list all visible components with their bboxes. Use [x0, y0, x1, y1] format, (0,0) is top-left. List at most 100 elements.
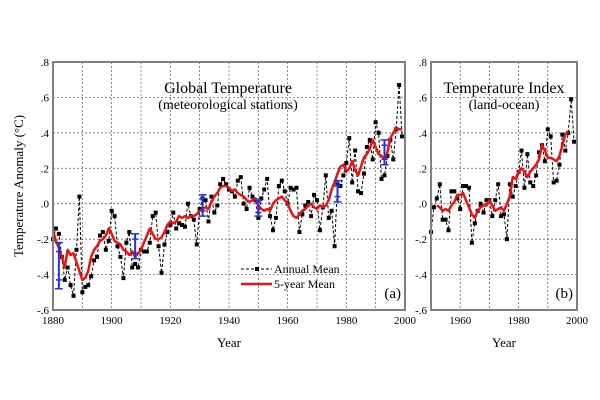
x-tick-label: 2000 — [566, 315, 589, 327]
error-bar — [380, 139, 389, 166]
annual-mean-point — [156, 244, 161, 249]
gridlines-a — [53, 62, 405, 310]
panel-a: -.6 -.4 -.2 .0 .2 .4 .6 .8 1880 1900 1920 1940 1960 1… — [11, 57, 417, 350]
five-year-mean-line — [436, 130, 570, 220]
y-tick-label: -.2 — [37, 234, 49, 246]
annual-mean-point — [367, 137, 372, 142]
annual-mean-point — [569, 97, 574, 102]
annual-mean-point — [153, 210, 158, 215]
annual-mean-point — [510, 194, 515, 199]
annual-mean-point — [303, 203, 308, 208]
panel-label-b: (b) — [556, 286, 574, 302]
y-tick-label: -.4 — [37, 270, 49, 282]
annual-mean-point — [493, 198, 498, 203]
y-tick-label: .2 — [419, 163, 427, 175]
x-tick-label: 1900 — [101, 315, 124, 327]
y-tick-label: -.4 — [415, 270, 427, 282]
annual-mean-point — [68, 283, 73, 288]
annual-mean-point — [271, 228, 275, 233]
annual-mean-point — [469, 240, 474, 245]
error-bar — [333, 179, 342, 203]
annual-mean-point — [443, 217, 448, 222]
y-tick-label: .0 — [419, 199, 428, 211]
annual-mean-point — [341, 173, 346, 178]
annual-mean-point — [557, 162, 562, 167]
annual-mean-point — [315, 198, 319, 203]
annual-mean-point — [168, 222, 173, 227]
annual-mean-point — [466, 185, 471, 190]
annual-mean-point — [147, 240, 152, 245]
x-tick-label: 1880 — [42, 315, 65, 327]
x-tick-label: 2000 — [394, 315, 417, 327]
annual-mean-point — [437, 182, 442, 187]
panel-b: -.6 -.4 -.2 .0 .2 .4 .6 .8 1960 1980 2000 Temperat… — [415, 57, 588, 350]
annual-mean-point — [490, 214, 495, 219]
annual-mean-point — [504, 237, 509, 242]
annual-mean-point — [294, 185, 299, 190]
annual-mean-point — [103, 247, 108, 252]
annual-mean-point — [127, 230, 132, 235]
annual-mean-point — [74, 247, 79, 252]
annual-mean-point — [478, 201, 483, 206]
x-tick-label: 1980 — [335, 315, 358, 327]
annual-mean-point — [279, 178, 284, 183]
annual-mean-point — [309, 214, 314, 219]
annual-mean-point — [391, 157, 396, 162]
annual-mean-point — [297, 230, 302, 235]
annual-mean-point — [329, 208, 334, 213]
annual-mean-point — [531, 184, 536, 188]
annual-mean-point — [551, 180, 556, 185]
annual-mean-point — [353, 148, 358, 153]
y-tick-label: .6 — [41, 92, 50, 104]
annual-mean-point — [282, 189, 287, 194]
annual-mean-point — [259, 196, 264, 201]
annual-mean-point — [197, 207, 202, 212]
y-tick-label: .8 — [419, 57, 428, 69]
annual-mean-point — [461, 184, 466, 188]
annual-mean-point — [306, 199, 311, 204]
annual-mean-point — [344, 160, 349, 165]
annual-mean-point — [159, 270, 164, 275]
error-bar — [131, 233, 140, 260]
annual-mean-point — [276, 184, 281, 188]
x-axis-label-a: Year — [217, 335, 242, 350]
annual-mean-point — [177, 221, 182, 226]
x-tick-label: 1960 — [449, 315, 472, 327]
annual-mean-point — [364, 145, 369, 150]
annual-mean-point — [224, 182, 229, 187]
annual-mean-point — [291, 187, 296, 192]
y-tick-label: .4 — [41, 128, 50, 140]
annual-mean-point — [215, 203, 220, 208]
annual-mean-point — [359, 191, 363, 196]
annual-mean-point — [545, 127, 550, 132]
annual-mean-point — [449, 189, 454, 194]
annual-mean-point — [203, 198, 208, 203]
annual-mean-point — [385, 153, 390, 158]
annual-mean-point — [109, 208, 114, 213]
annual-mean-point — [382, 173, 387, 178]
annual-mean-point — [247, 185, 252, 190]
annual-mean-point — [361, 171, 366, 176]
annual-mean-point — [206, 219, 211, 224]
five-year-mean-line — [51, 126, 403, 282]
y-tick-label: -.2 — [415, 234, 427, 246]
annual-mean-point — [183, 224, 187, 229]
legend-annual-marker — [255, 267, 259, 271]
chart-subtitle-a: (meteorological stations) — [158, 98, 298, 113]
annual-mean-point — [440, 217, 445, 222]
annual-mean-point — [56, 231, 61, 236]
y-tick-label: -.6 — [415, 305, 427, 317]
legend: Annual Mean 5-year Mean — [241, 262, 340, 291]
annual-mean-point — [452, 189, 457, 194]
annual-mean-point — [141, 249, 146, 254]
x-tick-label: 1960 — [277, 315, 300, 327]
annual-mean-point — [150, 214, 155, 219]
annual-mean-point — [525, 152, 530, 157]
annual-mean-point — [496, 182, 501, 187]
annual-mean-point — [212, 210, 217, 215]
annual-mean-point — [218, 182, 223, 187]
y-axis-label: Temperature Anomaly (°C) — [11, 115, 26, 257]
error-bar — [54, 241, 63, 290]
plot-frame-b — [430, 61, 578, 311]
annual-mean-point — [446, 228, 451, 233]
